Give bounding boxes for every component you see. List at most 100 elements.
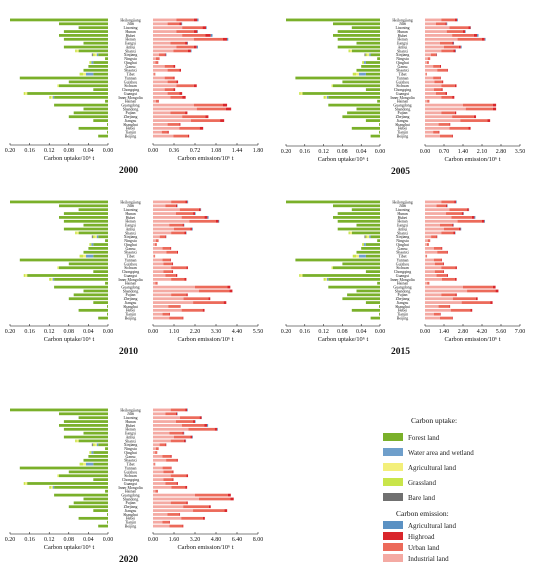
emission-bar [425,223,440,227]
emission-bar [173,88,176,91]
legend-label: Bare land [408,494,436,502]
province-label: Shanxi [397,49,408,53]
emission-bar [484,219,485,223]
uptake-bar [379,312,380,316]
emission-bar [153,250,167,254]
emission-bar [433,88,442,91]
emission-bar [477,34,479,37]
emission-bar [425,134,440,138]
emission-bar [193,212,195,215]
uptake-bar [337,45,380,49]
uptake-bar [85,72,94,76]
uptake-bar [63,420,108,423]
emission-axis-title: Carbon emission/10⁶ t [177,155,233,162]
province-label: Inner Mongolia [118,278,143,282]
emission-bar [169,520,170,524]
province-label: Shaanxi [124,459,137,463]
emission-bar [484,37,486,41]
emission-bar [210,34,213,37]
emission-bar [163,478,173,481]
emission-bar [186,501,188,505]
uptake-bar [361,65,380,68]
uptake-bar [370,316,380,320]
province-label: Shaanxi [124,69,137,73]
emission-bar [165,53,167,57]
emission-bar [463,285,493,289]
uptake-bar [105,57,108,61]
uptake-bar [356,289,380,293]
uptake-bar [328,285,380,289]
province-label: Guizhou [396,262,409,266]
emission-bar [153,247,163,250]
province-label: Henan [397,38,407,42]
province-label: Sichuan [396,266,409,270]
uptake-bar [295,76,380,80]
province-label: Hebei [126,127,135,131]
emission-bar [197,30,198,33]
legend-swatch [383,493,403,501]
province-label-column [108,406,153,530]
province-label: Jilin [127,412,134,416]
uptake-bar [78,416,108,420]
emission-bar [164,88,174,91]
uptake-bar [364,235,366,239]
uptake-bar [333,266,380,270]
uptake-bar [89,451,92,454]
province-label: Zhejiang [396,115,410,119]
uptake-bar [107,513,108,516]
uptake-bar [326,277,329,281]
uptake-bar [85,254,94,258]
legend-swatch [383,463,403,471]
emission-bar [189,219,216,223]
emission-bar [193,301,224,304]
province-label: Beijing [397,134,409,138]
uptake-bar [356,72,359,76]
uptake-bar [10,408,108,412]
emission-bar [158,53,165,57]
emission-tick-label: 1.10 [169,329,180,335]
uptake-bar [347,111,380,115]
emission-bar [223,301,227,304]
uptake-bar [54,277,108,281]
uptake-bar [23,482,26,485]
province-label: Shandong [123,107,139,111]
emission-bar [425,61,427,64]
uptake-tick-label: 0.12 [44,148,55,154]
emission-bar [452,134,453,138]
emission-bar [171,266,187,270]
emission-bar [153,305,169,308]
emission-bar [441,111,455,115]
uptake-tick-label: 0.20 [281,149,292,155]
emission-bar [185,485,188,489]
uptake-bar [351,308,380,312]
uptake-bar [333,34,380,37]
province-label: Shaanxi [396,69,409,73]
province-label: Guangxi [124,274,137,278]
uptake-bar [98,316,108,320]
uptake-bar [299,92,301,95]
uptake-bar [323,277,326,281]
uptake-bar [92,443,95,447]
province-label: Beijing [125,134,137,138]
emission-bar [458,227,461,231]
emission-bar [444,45,459,49]
emission-bar [171,231,185,235]
emission-bar [165,412,176,416]
emission-bar [463,103,493,107]
province-label: Chongqing [122,270,139,274]
province-label: Guangxi [396,274,409,278]
emission-bar [181,516,203,520]
emission-bar [165,235,167,239]
province-label: Ningxia [396,239,409,243]
emission-bar [176,84,194,88]
province-label: Fujian [126,111,136,115]
uptake-bar [365,243,380,246]
uptake-bar [51,485,53,489]
emission-bar [170,455,172,458]
emission-bar [153,478,164,481]
province-label: Guangdong [121,285,139,289]
emission-bar [153,312,163,316]
emission-bar [179,123,181,126]
uptake-bar [356,223,380,227]
emission-bar [439,41,453,45]
